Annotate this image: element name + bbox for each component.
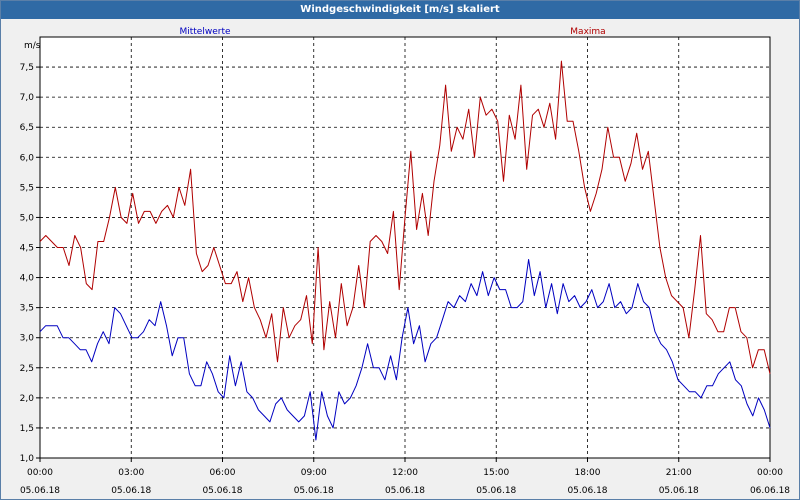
y-tick-label: 6,5 xyxy=(20,123,34,133)
y-tick-label: 5,0 xyxy=(20,213,35,223)
y-tick-label: 1,0 xyxy=(20,454,35,464)
x-tick-label-date: 05.06.18 xyxy=(567,486,607,496)
window-title: Windgeschwindigkeit [m/s] skaliert xyxy=(1,1,799,19)
y-axis-label: m/s xyxy=(24,41,41,51)
x-tick-label-date: 05.06.18 xyxy=(385,486,425,496)
y-tick-label: 2,0 xyxy=(20,394,35,404)
series-line-0 xyxy=(39,259,771,441)
x-tick-label-time: 12:00 xyxy=(392,468,418,478)
x-tick-label-date: 05.06.18 xyxy=(111,486,151,496)
series-lines xyxy=(39,60,771,441)
x-tick-label-time: 00:00 xyxy=(757,468,783,478)
y-tick-label: 2,5 xyxy=(20,364,34,374)
x-tick-label-date: 06.06.18 xyxy=(750,486,790,496)
x-tick-label-time: 21:00 xyxy=(666,468,692,478)
x-tick-label-date: 05.06.18 xyxy=(476,486,516,496)
y-tick-label: 3,5 xyxy=(20,304,34,314)
y-tick-label: 7,5 xyxy=(20,63,34,73)
y-tick-label: 5,5 xyxy=(20,183,34,193)
x-tick-label-time: 09:00 xyxy=(301,468,327,478)
legend-entry-1: Maxima xyxy=(570,27,605,37)
y-tick-label: 7,0 xyxy=(20,93,35,103)
legend: Mittelwerte Maxima xyxy=(179,27,605,37)
x-tick-label-time: 15:00 xyxy=(483,468,509,478)
y-tick-label: 3,0 xyxy=(20,334,35,344)
y-axis-ticks: 1,0 1,5 2,0 2,5 3,0 3,5 4,0 4,5 5,0 5,5 6,0 6,5 7,0 7… xyxy=(20,63,40,464)
y-tick-label: 4,0 xyxy=(20,274,35,284)
x-tick-label-time: 18:00 xyxy=(575,468,601,478)
x-tick-label-date: 05.06.18 xyxy=(294,486,334,496)
series-line-1 xyxy=(39,60,771,374)
x-tick-label-time: 03:00 xyxy=(118,468,144,478)
x-tick-label-time: 06:00 xyxy=(210,468,236,478)
y-tick-label: 4,5 xyxy=(20,244,34,254)
x-axis-ticks: 00:00 05.06.18 03:00 05.06.18 06:00 05.06.18 0… xyxy=(20,458,790,496)
x-tick-label-date: 05.06.18 xyxy=(659,486,699,496)
x-tick-label-time: 00:00 xyxy=(27,468,53,478)
x-tick-label-date: 05.06.18 xyxy=(20,486,60,496)
y-tick-label: 1,5 xyxy=(20,424,34,434)
y-tick-label: 6,0 xyxy=(20,153,35,163)
legend-entry-0: Mittelwerte xyxy=(179,27,230,37)
x-tick-label-date: 05.06.18 xyxy=(202,486,242,496)
